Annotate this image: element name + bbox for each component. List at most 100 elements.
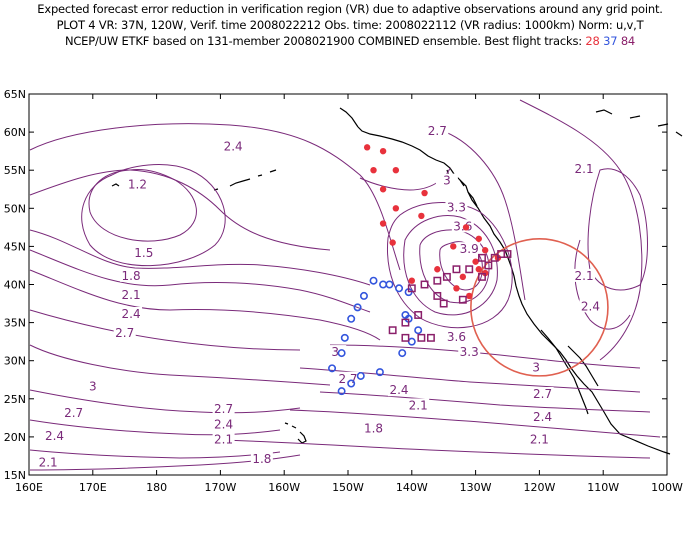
contour-line — [29, 344, 331, 386]
alaska-coast — [339, 107, 359, 128]
track-28-point — [434, 266, 441, 273]
contour-label-bg — [120, 306, 143, 320]
contour-line — [29, 249, 371, 313]
track-28-point — [459, 273, 467, 281]
contour-label-bg — [81, 379, 104, 393]
contour-label: 2.1 — [122, 288, 141, 302]
track-28-point — [475, 235, 482, 242]
track-37-point — [337, 349, 346, 358]
title-line-1: Expected forecast error reduction in ver… — [37, 2, 663, 16]
verification-region-circle — [470, 238, 609, 377]
contour-label: 2.7 — [338, 372, 357, 386]
track-28-point — [392, 205, 400, 212]
lon-label: 120W — [523, 481, 555, 494]
track-37-point — [395, 284, 404, 293]
track-84-point — [465, 265, 474, 274]
title-line-3: NCEP/UW ETKF based on 131-member 2008021… — [0, 34, 700, 48]
track-37-point — [407, 337, 416, 346]
title-line-3-prefix: NCEP/UW ETKF based on 131-member 2008021… — [64, 34, 582, 48]
lat-label: 45N — [4, 240, 26, 253]
track-84-point — [420, 280, 429, 289]
contour-label: 2.1 — [575, 269, 594, 283]
contour-label-bg — [212, 417, 235, 431]
contour-label-bg — [445, 200, 468, 214]
contour-label-bg — [445, 329, 468, 343]
contour-label: 3.9 — [460, 242, 479, 256]
contour-label: 2.1 — [39, 456, 58, 470]
contour-label: 2.4 — [581, 299, 600, 313]
contour-label-bg — [362, 421, 385, 435]
track-28-point — [363, 144, 371, 151]
contour-label-bg — [531, 409, 554, 423]
contour-label-bg — [388, 383, 411, 397]
contour-label-bg — [528, 432, 551, 446]
track-84-point — [426, 333, 435, 342]
contour-label-bg — [579, 299, 602, 313]
lat-label: 50N — [4, 202, 26, 215]
contour-line — [289, 409, 661, 438]
hawaii-islands — [284, 422, 307, 444]
kamchatka-hint — [111, 183, 120, 187]
track-37-point — [328, 364, 337, 373]
track-28-point — [462, 224, 470, 231]
contour-line — [29, 169, 331, 251]
track-28-point — [392, 167, 400, 174]
contour-label-bg — [43, 428, 66, 442]
contour-label: 2.7 — [64, 406, 83, 420]
lon-label: 130W — [460, 481, 492, 494]
contour-label: 2.7 — [115, 326, 134, 340]
contour-label: 2.4 — [45, 429, 64, 443]
track-84-point — [490, 253, 499, 262]
contour-line — [419, 229, 490, 304]
contour-label-bg — [573, 268, 596, 282]
baja-california — [540, 329, 589, 415]
contour-line — [219, 439, 651, 459]
contour-label-bg — [113, 326, 136, 340]
track-28-point — [379, 186, 387, 193]
contour-label-bg — [426, 124, 449, 138]
track-84-point — [401, 333, 410, 342]
lon-label: 160W — [268, 481, 300, 494]
track-28-point — [466, 292, 473, 300]
vr-circle-outline — [470, 238, 609, 377]
aleutian-islands — [213, 169, 277, 191]
track-84-point — [401, 318, 410, 327]
lon-label: 170W — [204, 481, 236, 494]
contour-label: 2.4 — [214, 417, 233, 431]
contour-line — [29, 449, 281, 459]
contour-label-bg — [573, 162, 596, 176]
track-37-point — [359, 291, 368, 300]
contour-line — [386, 202, 513, 329]
contour-label: 2.1 — [530, 433, 549, 447]
contour-label: 1.8 — [252, 452, 271, 466]
track-84-point — [388, 326, 397, 335]
contour-label: 3.3 — [460, 345, 479, 359]
contour-line — [329, 344, 641, 369]
track-28-point — [379, 220, 387, 227]
contour-label: 1.8 — [364, 421, 383, 435]
map-border — [28, 93, 668, 476]
gulf-of-california — [567, 345, 599, 387]
lat-label: 25N — [4, 393, 26, 406]
contour-label-bg — [531, 386, 554, 400]
contour-line — [587, 168, 648, 291]
contour-line — [29, 309, 301, 351]
coastlines — [111, 107, 683, 455]
axis-labels: 160E 170E 180 170W 160W 150W 140W 130W 120W 110W 1… — [4, 88, 683, 494]
contour-label: 3.3 — [447, 200, 466, 214]
contour-label: 2.7 — [214, 402, 233, 416]
track-id-37: 37 — [603, 34, 618, 48]
contour-label-bg — [250, 451, 273, 465]
contour-label: 2.4 — [533, 410, 552, 424]
lon-label: 100W — [651, 481, 683, 494]
track-37-point — [353, 303, 362, 312]
contour-label: 2.7 — [428, 124, 447, 138]
lat-label: 65N — [4, 88, 26, 101]
contour-line — [88, 169, 197, 242]
track-28-point — [370, 167, 377, 174]
flight-tracks — [328, 144, 512, 396]
track-37-point — [356, 371, 365, 380]
lon-label: 170E — [79, 481, 107, 494]
contour-label: 2.1 — [214, 433, 233, 447]
track-37-point — [337, 387, 346, 396]
